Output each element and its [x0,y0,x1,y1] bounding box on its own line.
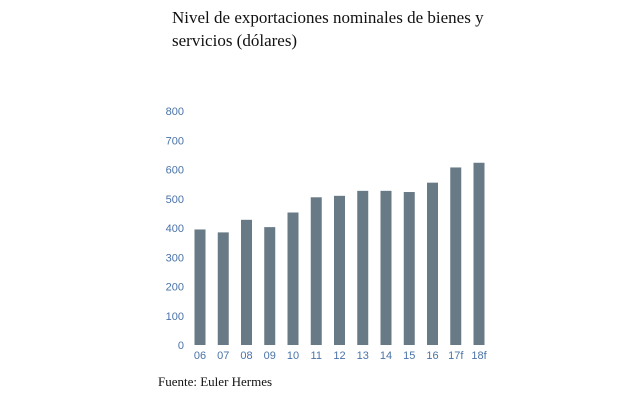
y-tick-label-3: 300 [166,252,184,264]
y-tick-label-0: 0 [178,340,184,352]
bar-08 [241,219,252,345]
y-tick-label-8: 800 [166,106,184,118]
y-tick-label-6: 600 [166,165,184,177]
x-tick-label-15: 15 [403,350,415,362]
chart-source: Fuente: Euler Hermes [158,374,273,389]
bar-11 [310,197,322,345]
bar-13 [357,190,369,345]
bar-14 [380,190,392,345]
x-tick-label-16: 16 [426,350,438,362]
bars-group [194,162,485,345]
bar-06 [194,229,206,345]
x-tick-label-07: 07 [217,350,229,362]
bar-12 [334,195,345,345]
y-tick-label-2: 200 [166,282,184,294]
x-tick-label-17f: 17f [448,350,464,362]
x-tick-label-06: 06 [194,350,206,362]
y-tick-label-7: 700 [166,135,184,147]
x-tick-label-13: 13 [357,350,369,362]
chart-title: Nivel de exportaciones nominales de bien… [172,8,484,50]
y-tick-label-1: 100 [166,311,184,323]
bar-09 [264,227,276,345]
y-tick-label-4: 400 [166,223,184,235]
x-tick-label-10: 10 [287,350,299,362]
bar-15 [403,192,415,345]
x-tick-label-11: 11 [311,350,322,362]
x-tick-label-12: 12 [333,350,345,362]
bar-18f [473,162,485,345]
x-tick-label-09: 09 [264,350,276,362]
x-tick-label-18f: 18f [471,350,487,362]
x-axis: 06 07 08 09 10 11 12 13 14 15 16 17f 18f [194,350,488,362]
bar-07 [217,232,229,345]
y-tick-label-5: 500 [166,194,184,206]
bar-16 [427,182,438,345]
x-tick-label-08: 08 [240,350,252,362]
y-axis: 0 100 200 300 400 500 600 700 800 [166,106,184,352]
bar-17f [450,167,462,345]
bar-10 [287,212,299,345]
x-tick-label-14: 14 [380,350,392,362]
